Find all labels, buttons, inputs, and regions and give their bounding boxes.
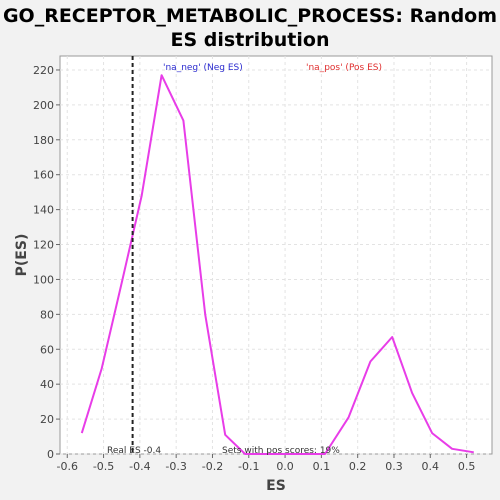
- pos-scores-annotation: Sets with pos scores: 19%: [222, 446, 340, 456]
- y-tick-label: 220: [33, 64, 54, 77]
- grid: [60, 56, 492, 455]
- y-tick-label: 80: [40, 308, 54, 321]
- y-tick-label: 140: [33, 204, 54, 217]
- y-tick-label: 180: [33, 134, 54, 147]
- x-tick-label: -0.4: [129, 460, 150, 473]
- x-tick-label: -0.3: [165, 460, 186, 473]
- x-axis-label: ES: [266, 478, 286, 494]
- legend-neg: 'na_neg' (Neg ES): [163, 63, 243, 73]
- x-tick-label: -0.5: [93, 460, 114, 473]
- chart-title-line1: GO_RECEPTOR_METABOLIC_PROCESS: Random: [3, 5, 497, 27]
- x-tick-label: -0.6: [57, 460, 78, 473]
- plot-area: [59, 55, 493, 455]
- y-tick-label: 160: [33, 169, 54, 182]
- x-tick-label: 0.4: [422, 460, 440, 473]
- x-tick-label: 0.3: [385, 460, 403, 473]
- y-tick-label: 100: [33, 273, 54, 286]
- y-tick-label: 20: [40, 413, 54, 426]
- x-ticks: -0.6 -0.5 -0.4 -0.3 -0.2 -0.1 0.0 0.1 0.2 0.3 0.4 0…: [57, 454, 476, 473]
- y-tick-label: 0: [47, 448, 54, 461]
- y-tick-label: 200: [33, 99, 54, 112]
- x-tick-label: 0.2: [349, 460, 367, 473]
- y-tick-label: 120: [33, 239, 54, 252]
- x-tick-label: 0.1: [313, 460, 331, 473]
- series-layer: [80, 74, 474, 455]
- x-tick-label: 0.5: [458, 460, 476, 473]
- y-tick-label: 40: [40, 378, 54, 391]
- series-line-0: [80, 74, 474, 455]
- x-tick-label: -0.2: [202, 460, 223, 473]
- chart-title-line2: ES distribution: [171, 29, 330, 51]
- y-ticks: 0 20 40 60 80 100 120 140 160 180 200 220: [33, 64, 60, 461]
- x-tick-label: 0.0: [276, 460, 294, 473]
- legend-pos: 'na_pos' (Pos ES): [306, 63, 382, 73]
- real-es-label: Real ES -0.4: [107, 446, 161, 456]
- y-axis-label: P(ES): [14, 234, 30, 277]
- x-tick-label: -0.1: [238, 460, 259, 473]
- y-tick-label: 60: [40, 343, 54, 356]
